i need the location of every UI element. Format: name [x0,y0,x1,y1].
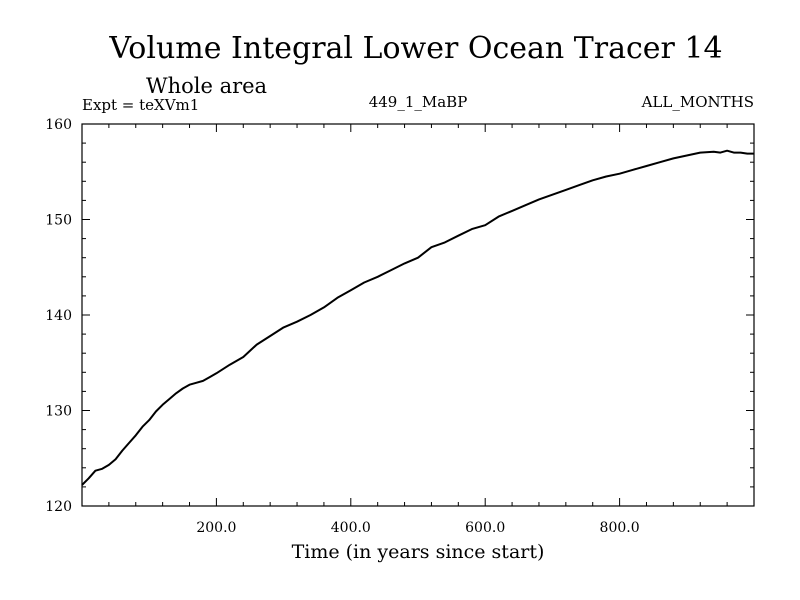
plot-frame [81,123,755,507]
x-tick-label: 200.0 [196,520,236,536]
x-tick-label: 600.0 [465,520,505,536]
axis-ticks [82,124,754,506]
run-label: 449_1_MaBP [369,93,468,111]
y-tick-labels: 120 130 140 150 160 [45,117,72,515]
series-group [81,149,754,486]
y-tick-label: 160 [45,117,72,133]
x-tick-labels: 200.0 400.0 600.0 800.0 [196,520,639,536]
months-label: ALL_MONTHS [641,93,754,111]
chart-title: Volume Integral Lower Ocean Tracer 14 [108,31,722,66]
series-line [81,149,754,486]
x-axis-label: Time (in years since start) [292,541,545,563]
chart-subtitle: Whole area [146,74,267,98]
x-tick-label: 400.0 [331,520,371,536]
y-tick-label: 130 [45,404,72,420]
x-tick-label: 800.0 [600,520,640,536]
expt-label: Expt = teXVm1 [82,96,199,114]
y-tick-label: 150 [45,213,72,229]
y-tick-label: 120 [45,499,72,515]
y-tick-label: 140 [45,308,72,324]
